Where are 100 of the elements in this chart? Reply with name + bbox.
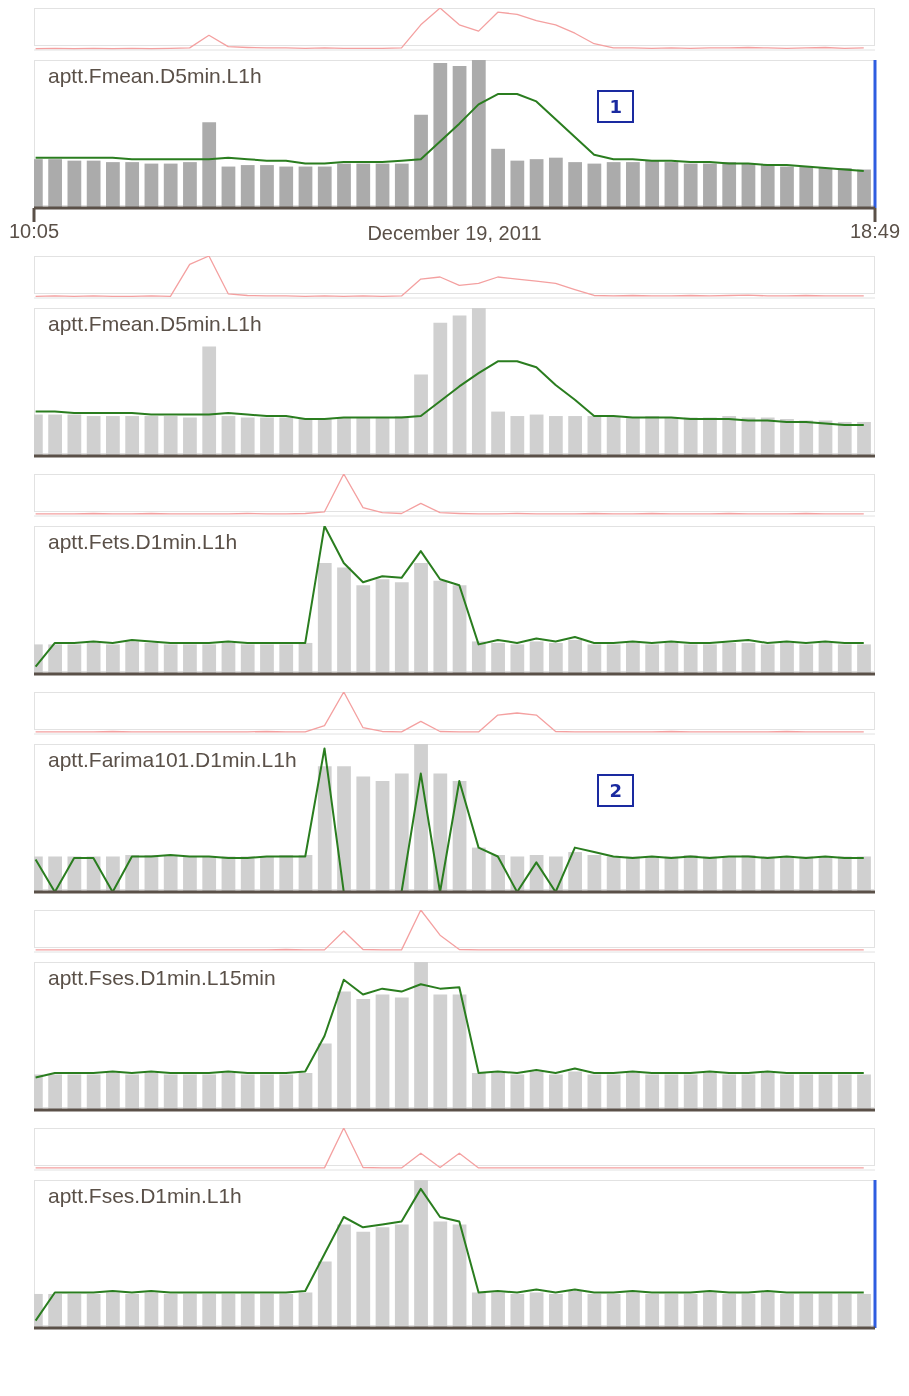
bar [645,160,660,208]
bar [626,856,640,892]
bar [606,1074,621,1110]
bar [125,162,140,208]
bar [125,855,140,892]
bar [240,644,255,674]
bar [48,159,62,208]
bar [857,856,871,892]
bar [722,162,737,208]
bar [452,315,467,456]
bar [125,416,140,456]
x-tick-label: 10:05 [8,220,60,243]
bar [491,642,505,674]
bar [163,855,178,892]
bar [818,642,833,674]
bar [414,374,428,456]
bar [86,416,101,456]
bar [529,159,544,208]
bar [260,1074,274,1110]
bar [240,1074,255,1110]
bar [626,162,640,208]
bar [568,416,582,456]
bar [202,1074,217,1110]
bar [780,642,794,674]
bar [163,1293,178,1328]
bar [606,644,621,674]
bar [818,168,833,208]
bar [202,644,217,674]
bar [279,855,294,892]
bar [337,766,351,892]
bar [780,166,794,208]
bar [741,1074,756,1110]
bar [452,994,467,1110]
bar [144,1292,159,1328]
bar [645,1293,660,1328]
bar [433,322,448,456]
bar [741,1293,756,1328]
bar [394,163,409,208]
bar [799,166,814,208]
bar [587,163,602,208]
bar [645,644,660,674]
bar [703,1073,717,1110]
bar [510,160,525,208]
bar [857,1293,871,1328]
bar [568,1291,582,1328]
bar [67,414,82,456]
bar [780,1293,794,1328]
bar [683,417,698,456]
bar [86,1074,101,1110]
bar [356,417,371,456]
bar [664,162,679,208]
bar [260,165,274,208]
bar [606,162,621,208]
bar [471,847,486,892]
bar [414,1180,428,1328]
bar [48,644,62,674]
bar [279,166,294,208]
bar [298,166,313,208]
bar [394,416,409,456]
bar [780,419,794,456]
bar [587,1074,602,1110]
bar [799,420,814,456]
bar [857,169,871,208]
bar [568,162,582,208]
bar [106,1292,120,1328]
bar [799,1074,814,1110]
bar [587,644,602,674]
bar [471,60,486,208]
bar [837,421,852,456]
bar [375,994,390,1110]
bar [606,416,621,456]
bar [125,641,140,674]
bar [202,856,217,892]
bar [452,1224,467,1328]
bar [183,1074,197,1110]
bar [221,1073,236,1110]
bar [452,65,467,208]
bar [337,163,351,208]
chart-title: aptt.Fmean.D5min.L1h [48,64,262,88]
bar [510,644,525,674]
bar [414,563,428,674]
bar [857,421,871,456]
bar [433,62,448,208]
bar [471,1292,486,1328]
bar [356,776,371,892]
bar [471,308,486,456]
bar [568,852,582,892]
bar [183,162,197,208]
annotation: 1 [597,90,634,123]
bar [780,856,794,892]
bar [67,856,82,892]
bar [471,641,486,674]
bar [279,417,294,456]
bar [471,1073,486,1110]
bar [106,162,120,208]
bar [529,1071,544,1110]
bar [760,165,775,208]
bar [664,642,679,674]
bar [86,1293,101,1328]
bar [703,644,717,674]
